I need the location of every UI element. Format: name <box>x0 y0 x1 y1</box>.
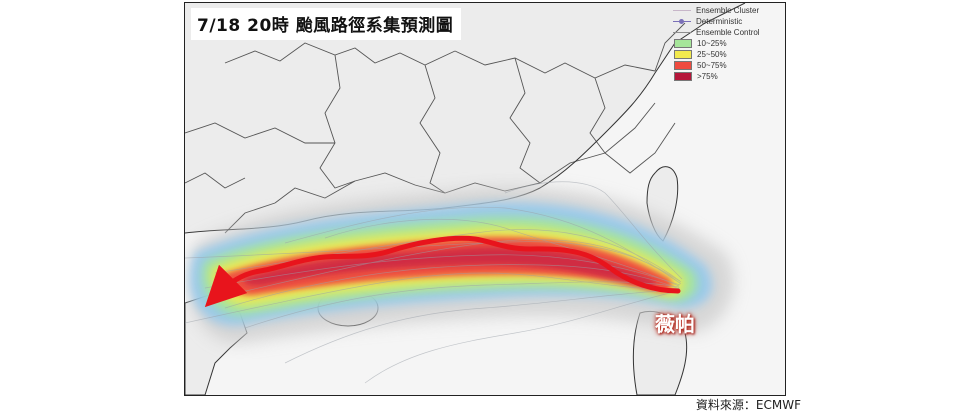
legend-item-50-75: 50~75% <box>673 60 781 71</box>
swatch-50-75 <box>674 61 692 70</box>
legend-label: Ensemble Cluster <box>696 6 760 15</box>
swatch-75-plus <box>674 72 692 81</box>
legend-label: Ensemble Control <box>696 28 760 37</box>
storm-name-label: 薇帕 <box>655 312 695 336</box>
track-arrow <box>204 235 681 308</box>
legend-item-ensemble-cluster: Ensemble Cluster <box>673 5 781 16</box>
legend-label: 25~50% <box>697 50 727 59</box>
map-legend: Ensemble Cluster Deterministic Ensemble … <box>673 5 781 82</box>
page-title: 7/18 20時 颱風路徑系集預測圖 <box>191 8 462 40</box>
legend-item-75-plus: >75% <box>673 71 781 82</box>
legend-label: 50~75% <box>697 61 727 70</box>
legend-label: Deterministic <box>696 17 743 26</box>
swatch-10-25 <box>674 39 692 48</box>
ensemble-cluster-line-icon <box>673 5 691 16</box>
legend-label: >75% <box>697 72 718 81</box>
forecast-map: 7/18 20時 颱風路徑系集預測圖 Ensemble Cluster Dete… <box>184 2 786 396</box>
legend-item-25-50: 25~50% <box>673 49 781 60</box>
deterministic-line-icon <box>673 16 691 27</box>
legend-label: 10~25% <box>697 39 727 48</box>
legend-item-deterministic: Deterministic <box>673 16 781 27</box>
source-credit: 資料來源：ECMWF <box>695 398 801 412</box>
swatch-25-50 <box>674 50 692 59</box>
legend-item-ensemble-control: Ensemble Control <box>673 27 781 38</box>
legend-item-10-25: 10~25% <box>673 38 781 49</box>
ensemble-control-line-icon <box>673 27 691 38</box>
